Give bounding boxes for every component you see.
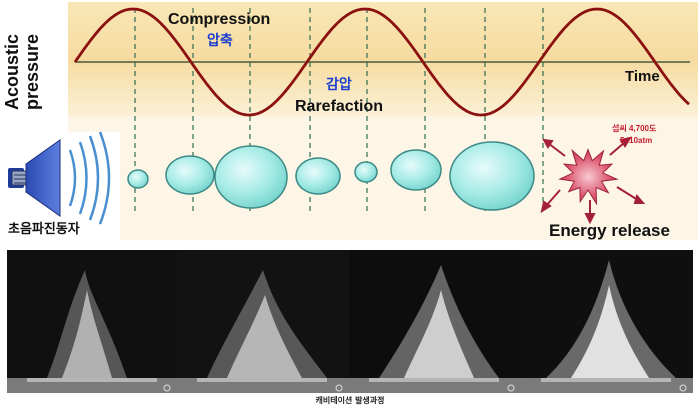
y-axis-label-line2: pressure: [22, 34, 42, 110]
sound-waves-icon: [68, 131, 111, 225]
photo-marker-icon: [507, 384, 515, 392]
energy-burst-icon: [558, 148, 619, 206]
temperature-label: 섭씨 4,700도: [612, 123, 657, 133]
bubble: [127, 169, 149, 189]
ultrasonic-transducer-icon: [8, 139, 61, 217]
cavitation-photo-2: [177, 250, 349, 393]
rarefaction-label: Rarefaction: [295, 98, 383, 115]
compression-ko-label: 압축: [207, 32, 233, 48]
cavitation-photo-strip: 캐비테이션 발생과정: [0, 245, 700, 410]
bubble: [214, 145, 288, 209]
bubble: [390, 149, 442, 191]
photo-marker-icon: [679, 384, 687, 392]
cavitation-diagram: Acoustic pressure Compression 압축 감압 Rare…: [0, 2, 698, 240]
pressure-band: [68, 2, 698, 117]
bubble: [449, 141, 535, 211]
photo-caption: 캐비테이션 발생과정: [315, 396, 385, 405]
transducer-label: 초음파진동자: [8, 221, 80, 236]
bubble-sequence: [127, 141, 535, 211]
compression-label: Compression: [168, 11, 270, 28]
photo-marker-icon: [163, 384, 171, 392]
cavitation-photo-4: [521, 250, 693, 393]
energy-arrows: [540, 136, 646, 225]
cavitation-photo-3: [349, 250, 521, 393]
photo-marker-icon: [335, 384, 343, 392]
acoustic-wave: [73, 7, 690, 117]
bubble: [295, 157, 341, 195]
cavitation-photo-1: [7, 250, 177, 393]
bubble: [354, 161, 378, 183]
energy-release-label: Energy release: [549, 221, 670, 240]
time-label: Time: [625, 68, 660, 85]
pressure-atm-label: 5~10atm: [620, 136, 652, 145]
bubble: [165, 155, 215, 195]
y-axis-label-line1: Acoustic: [2, 34, 22, 110]
rarefaction-ko-label: 감압: [326, 76, 352, 92]
